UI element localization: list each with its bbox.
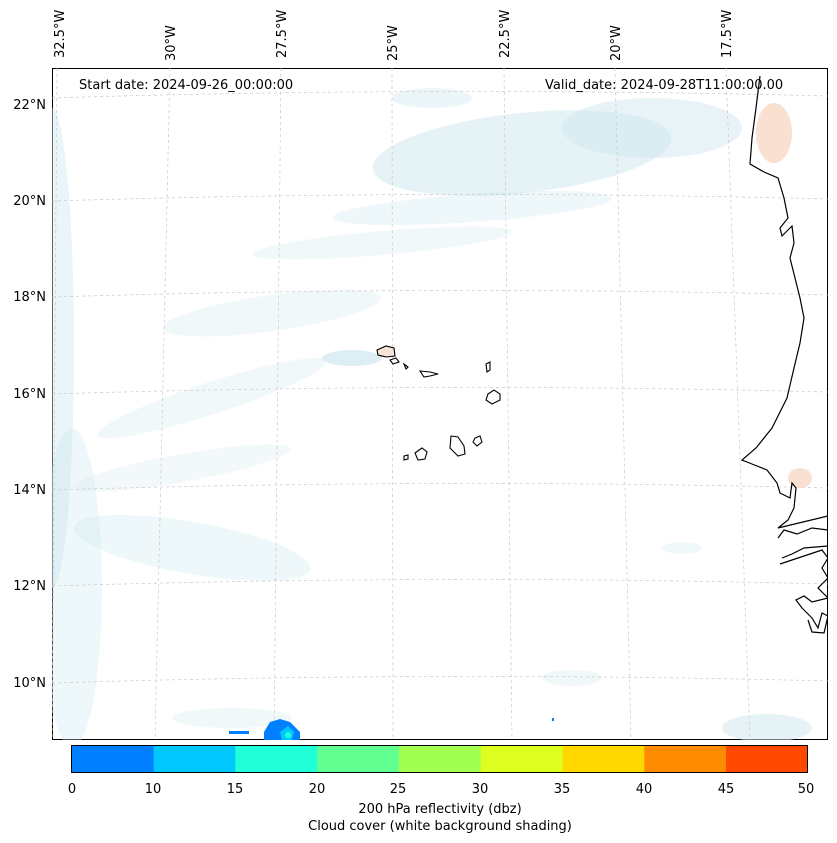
lon-label-27-5w: 27.5°W [275, 9, 290, 58]
lat-label-14n: 14°N [13, 483, 46, 498]
lat-label-20n: 20°N [13, 194, 46, 209]
colorbar-segment-1 [153, 745, 236, 773]
colorbar-tick-25: 25 [389, 782, 407, 797]
colorbar-segment-7 [643, 745, 727, 773]
colorbar-segment-0 [71, 745, 154, 773]
lon-label-20w: 20°W [609, 25, 624, 61]
graticule [52, 68, 828, 740]
colorbar-segment-5 [480, 745, 563, 773]
colorbar-tick-0: 0 [67, 782, 77, 797]
colorbar-segment-2 [235, 745, 318, 773]
gambia-coastline [777, 527, 828, 559]
reflectivity-echoes [229, 718, 554, 740]
colorbar-tick-45: 45 [717, 782, 735, 797]
colorbar-tick-20: 20 [308, 782, 326, 797]
africa-coastline [740, 75, 828, 529]
colorbar-tick-50: 50 [797, 782, 815, 797]
lon-label-32-5w: 32.5°W [53, 9, 68, 58]
colorbar-label-cloud-cover: Cloud cover (white background shading) [308, 819, 572, 834]
valid-date-label: Valid_date: 2024-09-28T11:00:00.00 [545, 78, 784, 93]
land-shading [756, 103, 812, 488]
lon-label-22-5w: 22.5°W [498, 9, 513, 58]
colorbar-segment-6 [562, 745, 645, 773]
colorbar [71, 745, 808, 773]
colorbar-tick-35: 35 [553, 782, 571, 797]
colorbar-frame [71, 745, 808, 773]
colorbar-segment-4 [398, 745, 481, 773]
colorbar-tick-15: 15 [226, 782, 244, 797]
lon-label-25w: 25°W [386, 25, 401, 61]
cloud-cover-shading [52, 88, 812, 740]
lat-label-12n: 12°N [13, 579, 46, 594]
lat-label-18n: 18°N [13, 290, 46, 305]
lat-label-10n: 10°N [13, 676, 46, 691]
colorbar-tick-30: 30 [471, 782, 489, 797]
cape-verde-islands [376, 345, 501, 461]
lon-label-30w: 30°W [164, 25, 179, 61]
colorbar-segment-8 [725, 745, 808, 773]
start-date-label: Start date: 2024-09-26_00:00:00 [79, 78, 294, 93]
colorbar-label-reflectivity: 200 hPa reflectivity (dbz) [358, 802, 522, 817]
lon-label-17-5w: 17.5°W [720, 9, 735, 58]
lat-label-22n: 22°N [13, 98, 46, 113]
guinea-bissau-coastline [779, 549, 828, 634]
colorbar-segment-3 [316, 745, 399, 773]
map-panel [52, 68, 828, 740]
colorbar-tick-40: 40 [635, 782, 653, 797]
lat-label-16n: 16°N [13, 387, 46, 402]
colorbar-tick-10: 10 [144, 782, 162, 797]
